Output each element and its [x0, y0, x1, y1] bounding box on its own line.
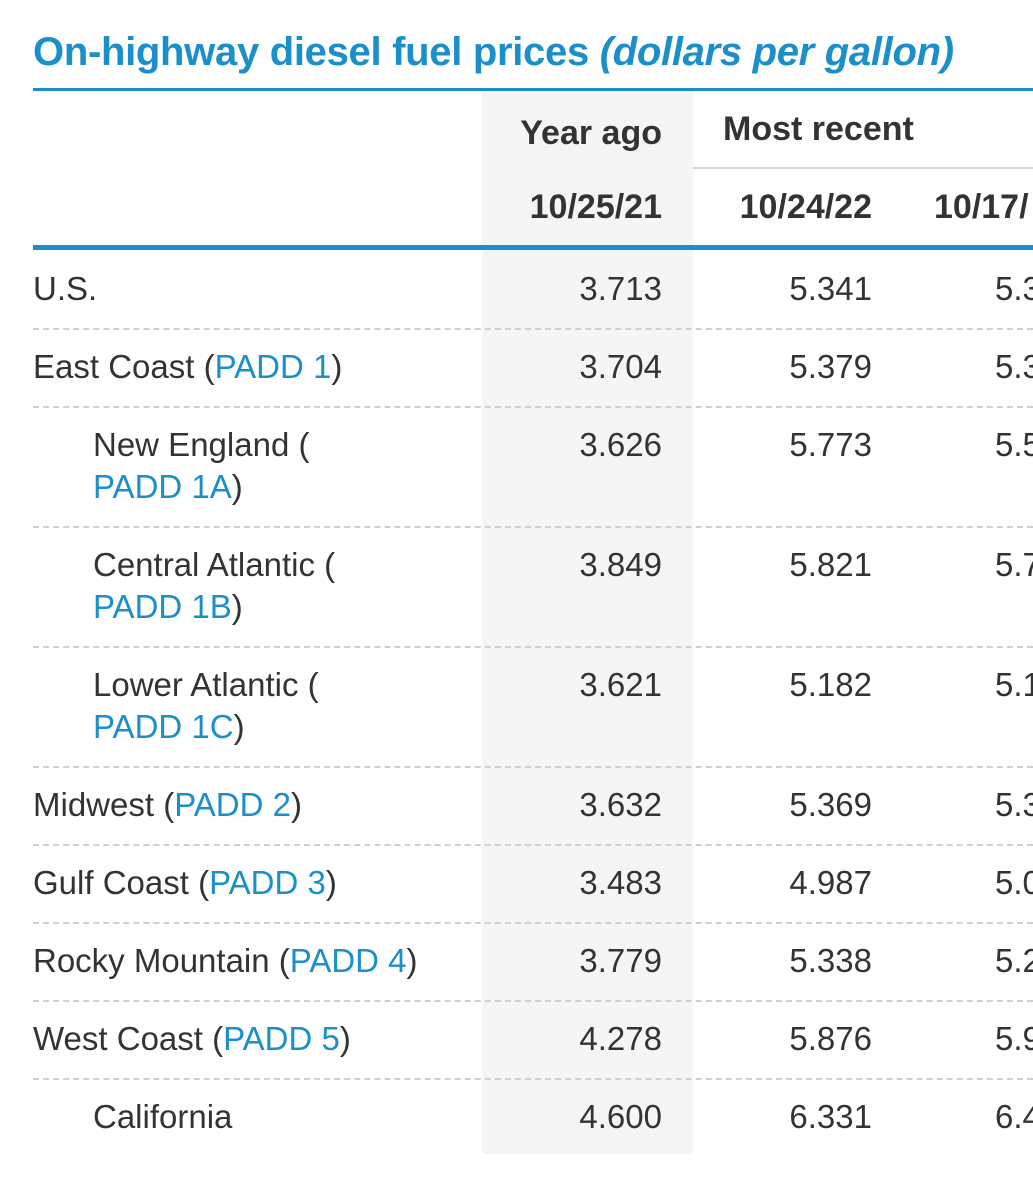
row-label-text: New England (	[93, 426, 310, 463]
price-cell: 5.3	[995, 270, 1033, 307]
row-label-suffix: )	[325, 864, 337, 901]
header-rule	[33, 245, 1033, 250]
title-rule	[33, 88, 1033, 91]
price-cell: 3.704	[579, 348, 662, 385]
padd-link[interactable]: PADD 1C	[93, 708, 234, 745]
price-cell: 5.9	[995, 1020, 1033, 1057]
row-label: Lower Atlantic ( PADD 1C)	[93, 664, 393, 748]
price-cell: 5.773	[789, 426, 872, 463]
price-cell: 3.849	[579, 546, 662, 583]
row-label: New England ( PADD 1A)	[93, 424, 393, 508]
price-cell: 3.621	[579, 666, 662, 703]
price-cell: 3.779	[579, 942, 662, 979]
price-cell: 5.369	[789, 786, 872, 823]
row-label: U.S.	[33, 268, 473, 310]
row-label-suffix: )	[331, 348, 343, 385]
table-row: Midwest (PADD 2) 3.632 5.369 5.3	[33, 766, 1033, 846]
row-label: Midwest (PADD 2)	[33, 784, 473, 826]
price-cell: 5.341	[789, 270, 872, 307]
row-label-text: U.S.	[33, 270, 98, 307]
header-date-1: 10/25/21	[529, 188, 662, 226]
row-label: West Coast (PADD 5)	[33, 1018, 473, 1060]
table-row: West Coast (PADD 5) 4.278 5.876 5.9	[33, 1000, 1033, 1080]
row-label-suffix: )	[231, 468, 243, 505]
table-row: Gulf Coast (PADD 3) 3.483 4.987 5.0	[33, 844, 1033, 924]
row-label-suffix: )	[233, 708, 245, 745]
year-ago-column-background	[482, 91, 693, 1154]
row-label-suffix: )	[231, 588, 243, 625]
row-label-text: Gulf Coast (	[33, 864, 210, 901]
table-row: East Coast (PADD 1) 3.704 5.379 5.3	[33, 328, 1033, 408]
row-label-text: California	[93, 1098, 233, 1135]
price-cell: 5.2	[995, 942, 1033, 979]
price-cell: 3.713	[579, 270, 662, 307]
price-cell: 5.7	[995, 546, 1033, 583]
row-label-suffix: )	[339, 1020, 351, 1057]
header-date-2: 10/24/22	[739, 188, 872, 226]
price-cell: 5.3	[995, 348, 1033, 385]
price-cell: 3.626	[579, 426, 662, 463]
padd-link[interactable]: PADD 4	[289, 942, 407, 979]
title-main: On-highway diesel fuel prices	[33, 30, 589, 74]
row-label: Gulf Coast (PADD 3)	[33, 862, 473, 904]
price-cell: 5.876	[789, 1020, 872, 1057]
table-row: Central Atlantic ( PADD 1B) 3.849 5.821 5.7	[33, 526, 1033, 648]
row-label-text: Central Atlantic (	[93, 546, 336, 583]
price-cell: 4.987	[789, 864, 872, 901]
padd-link[interactable]: PADD 1B	[93, 588, 232, 625]
price-cell: 6.331	[789, 1098, 872, 1135]
price-cell: 5.3	[995, 786, 1033, 823]
header-date-3: 10/17/	[934, 188, 1029, 226]
price-cell: 4.600	[579, 1098, 662, 1135]
row-label-text: Lower Atlantic (	[93, 666, 319, 703]
price-cell: 5.0	[995, 864, 1033, 901]
price-cell: 3.483	[579, 864, 662, 901]
padd-link[interactable]: PADD 2	[174, 786, 291, 823]
row-label-text: West Coast (	[33, 1020, 224, 1057]
row-label-suffix: )	[290, 786, 302, 823]
padd-link[interactable]: PADD 3	[209, 864, 326, 901]
price-cell: 5.821	[789, 546, 872, 583]
price-cell: 5.5	[995, 426, 1033, 463]
header-most-recent: Most recent	[723, 110, 914, 148]
page-title: On-highway diesel fuel prices (dollars p…	[33, 30, 954, 75]
table-row: Rocky Mountain (PADD 4) 3.779 5.338 5.2	[33, 922, 1033, 1002]
row-label-suffix: )	[406, 942, 418, 979]
row-label-text: Rocky Mountain (	[33, 942, 290, 979]
header-year-ago: Year ago	[520, 114, 662, 152]
price-cell: 3.632	[579, 786, 662, 823]
title-unit: (dollars per gallon)	[599, 30, 954, 74]
price-cell: 6.4	[995, 1098, 1033, 1135]
price-cell: 5.379	[789, 348, 872, 385]
table-row: California 4.600 6.331 6.4	[33, 1078, 1033, 1156]
padd-link[interactable]: PADD 5	[223, 1020, 340, 1057]
row-label: Rocky Mountain (PADD 4)	[33, 940, 473, 982]
row-label: Central Atlantic ( PADD 1B)	[93, 544, 393, 628]
padd-link[interactable]: PADD 1	[214, 348, 332, 385]
table-row: New England ( PADD 1A) 3.626 5.773 5.5	[33, 406, 1033, 528]
row-label: California	[93, 1096, 393, 1138]
table-row: U.S. 3.713 5.341 5.3	[33, 250, 1033, 330]
price-cell: 5.1	[995, 666, 1033, 703]
price-cell: 5.182	[789, 666, 872, 703]
row-label-text: Midwest (	[33, 786, 175, 823]
price-cell: 4.278	[579, 1020, 662, 1057]
price-cell: 5.338	[789, 942, 872, 979]
row-label: East Coast (PADD 1)	[33, 346, 473, 388]
table-row: Lower Atlantic ( PADD 1C) 3.621 5.182 5.1	[33, 646, 1033, 768]
header-group-rule	[693, 167, 1033, 169]
row-label-text: East Coast (	[33, 348, 215, 385]
padd-link[interactable]: PADD 1A	[93, 468, 232, 505]
